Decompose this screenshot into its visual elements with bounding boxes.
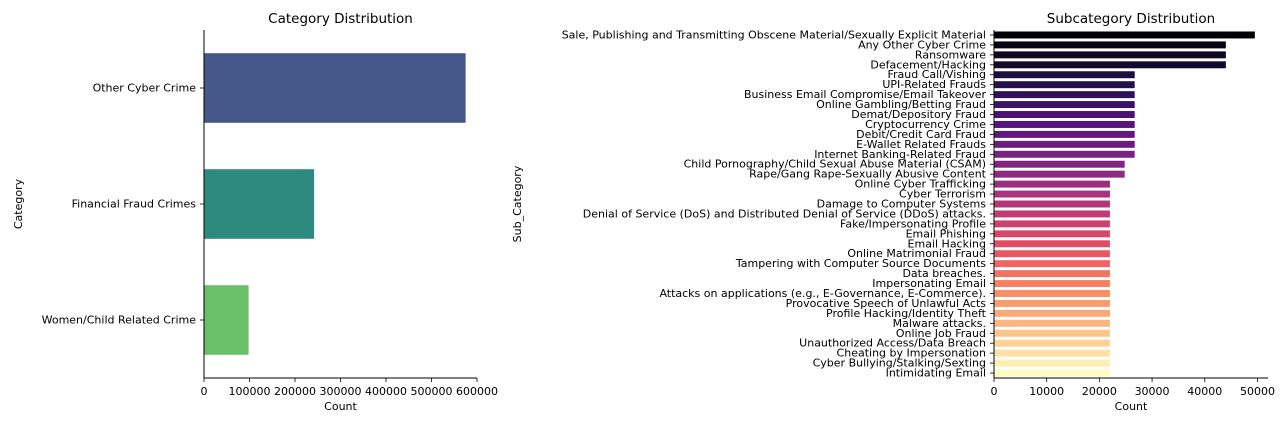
y-tick-label: Ransomware [915, 48, 986, 61]
x-tick-label: 20000 [1082, 385, 1117, 398]
y-tick-label: Other Cyber Crime [93, 82, 197, 95]
x-tick-label: 300000 [320, 385, 362, 398]
bar [994, 260, 1110, 268]
y-tick-label: Online Job Fraud [896, 327, 986, 340]
y-tick-label: E-Wallet Related Frauds [856, 138, 986, 151]
y-tick-label: Cryptocurrency Crime [865, 118, 986, 131]
bar [994, 160, 1125, 168]
bar [994, 349, 1110, 357]
x-axis-label: Count [324, 400, 357, 413]
x-tick-label: 10000 [1029, 385, 1064, 398]
bar [994, 120, 1135, 128]
x-tick-label: 30000 [1135, 385, 1170, 398]
y-tick-label: Cheating by Impersonation [837, 347, 986, 360]
bar [994, 170, 1125, 178]
bar [994, 299, 1110, 307]
x-tick-label: 40000 [1187, 385, 1222, 398]
bar [994, 140, 1135, 148]
bar [994, 240, 1110, 248]
bar [994, 41, 1226, 49]
bar [204, 285, 249, 355]
bar [994, 309, 1110, 317]
y-tick-label: Fake/Impersonating Profile [840, 217, 986, 230]
bar [994, 91, 1135, 99]
y-tick-label: Email Phishing [906, 227, 986, 240]
subcategory-distribution-chart: Sale, Publishing and Transmitting Obscen… [511, 11, 1275, 413]
y-tick-label: UPI-Related Frauds [882, 78, 986, 91]
bar [994, 190, 1110, 198]
x-tick-label: 0 [201, 385, 208, 398]
y-tick-label: Business Email Compromise/Email Takeover [744, 88, 987, 101]
y-tick-label: Online Cyber Trafficking [855, 178, 986, 191]
y-tick-label: Data breaches. [902, 267, 986, 280]
y-tick-label: Damage to Computer Systems [817, 198, 987, 211]
bar [994, 200, 1110, 208]
x-tick-label: 100000 [229, 385, 271, 398]
y-tick-label: Women/Child Related Crime [42, 314, 197, 327]
category-distribution-chart: Other Cyber Crime Financial Fraud Crimes W… [12, 11, 498, 413]
bar [994, 329, 1110, 337]
bar [994, 51, 1226, 59]
y-axis-label: Category [12, 178, 25, 229]
y-tick-label: Defacement/Hacking [870, 58, 986, 71]
bar [994, 180, 1110, 188]
bar [994, 339, 1110, 347]
bar [994, 61, 1226, 69]
y-tick-label: Rape/Gang Rape-Sexually Abusive Content [749, 168, 987, 181]
bar [994, 280, 1110, 288]
bar [994, 319, 1110, 327]
y-tick-label: Email Hacking [908, 237, 986, 250]
y-axis-label: Sub_Category [511, 165, 524, 242]
y-tick-label: Fraud Call/Vishing [887, 68, 986, 81]
y-tick-label: Provocative Speech of Unlawful Acts [786, 297, 987, 310]
y-tick-label: Denial of Service (DoS) and Distributed … [583, 207, 986, 220]
bar [994, 210, 1110, 218]
bar [994, 250, 1110, 258]
y-tick-label: Profile Hacking/Identity Theft [826, 307, 987, 320]
bar [994, 290, 1110, 297]
bar [994, 230, 1110, 238]
y-tick-label: Attacks on applications (e.g., E-Governa… [659, 287, 986, 300]
bar [994, 31, 1255, 39]
y-tick-label: Internet Banking-Related Fraud [814, 148, 986, 161]
bar [994, 71, 1135, 79]
y-tick-label: Online Matrimonial Fraud [847, 247, 986, 260]
y-tick-label: Any Other Cyber Crime [858, 38, 986, 51]
chart-title: Subcategory Distribution [1047, 11, 1215, 27]
bar [994, 111, 1135, 118]
bar [994, 359, 1110, 367]
y-tick-label: Cyber Terrorism [899, 188, 986, 201]
y-tick-label: Financial Fraud Crimes [72, 198, 197, 211]
bar [204, 53, 466, 123]
x-tick-label: 500000 [411, 385, 453, 398]
x-tick-label: 200000 [274, 385, 316, 398]
y-tick-label: Sale, Publishing and Transmitting Obscen… [562, 28, 986, 41]
y-tick-label: Unauthorized Access/Data Breach [799, 337, 986, 350]
x-axis-label: Count [1115, 400, 1148, 413]
y-tick-label: Impersonating Email [872, 277, 986, 290]
y-tick-label: Tampering with Computer Source Documents [735, 257, 986, 270]
y-tick-label: Cyber Bullying/Stalking/Sexting [813, 357, 986, 370]
bar [204, 169, 315, 239]
y-tick-label: Child Pornography/Child Sexual Abuse Mat… [684, 158, 986, 171]
chart-title: Category Distribution [268, 11, 413, 27]
bar [994, 81, 1135, 89]
bar [994, 101, 1135, 109]
bar [994, 270, 1110, 278]
y-tick-label: Malware attacks. [893, 317, 986, 330]
x-tick-label: 50000 [1240, 385, 1275, 398]
bar [994, 130, 1135, 138]
y-tick-label: Intimidating Email [886, 367, 986, 380]
x-tick-label: 400000 [365, 385, 407, 398]
bar [994, 369, 1110, 377]
bar [994, 150, 1135, 158]
y-tick-label: Demat/Depository Fraud [851, 108, 986, 121]
x-tick-label: 0 [991, 385, 998, 398]
y-tick-label: Online Gambling/Betting Fraud [816, 98, 986, 111]
y-tick-label: Debit/Credit Card Fraud [856, 128, 986, 141]
x-tick-label: 600000 [456, 385, 498, 398]
bar [994, 220, 1110, 228]
